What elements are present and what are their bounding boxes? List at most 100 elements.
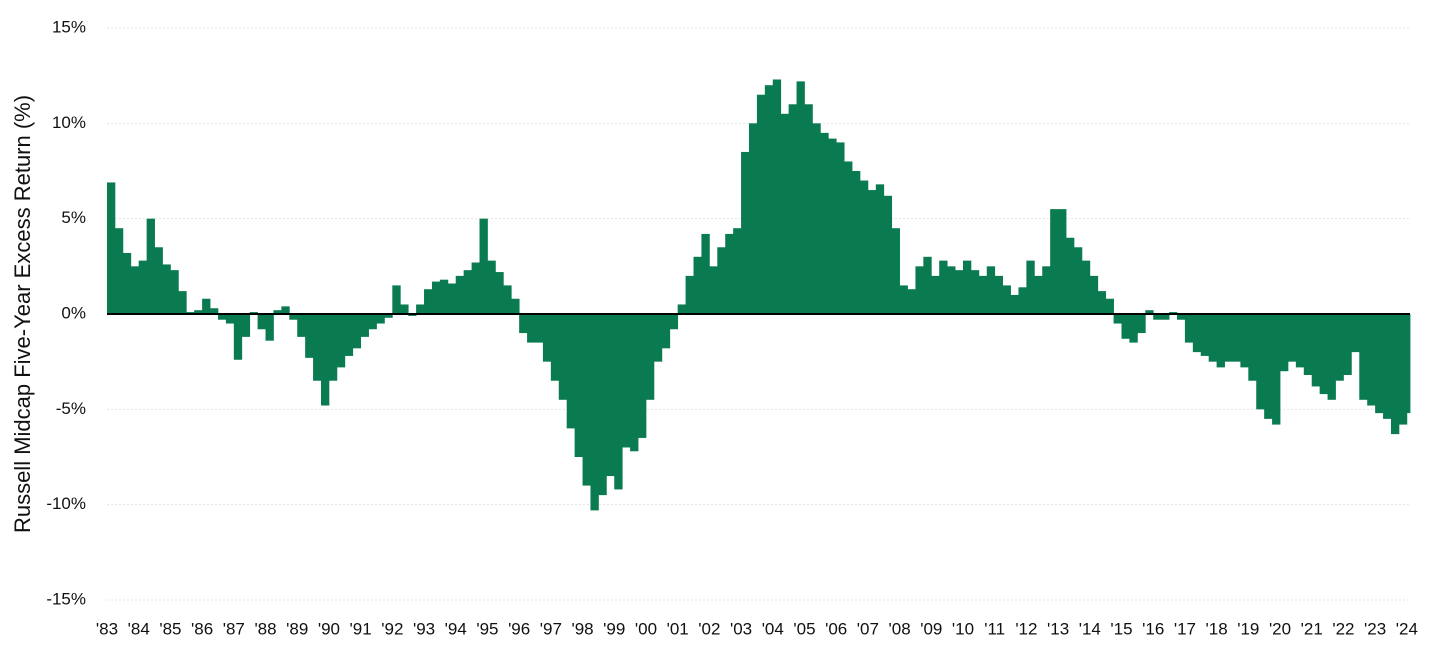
y-axis-title: Russell Midcap Five-Year Excess Return (…	[10, 95, 35, 533]
x-tick-label: '06	[825, 619, 847, 638]
x-tick-label: '87	[223, 619, 245, 638]
y-tick-label: -15%	[46, 589, 86, 608]
bar	[598, 314, 607, 496]
bar	[566, 314, 576, 429]
bar	[107, 182, 116, 314]
x-tick-label: '01	[667, 619, 689, 638]
bar	[122, 252, 132, 314]
bar	[1081, 260, 1091, 314]
bar	[344, 314, 354, 356]
bar	[574, 314, 583, 457]
bar	[947, 266, 956, 314]
x-tick-label: '08	[889, 619, 911, 638]
bar	[1311, 314, 1321, 387]
bar	[392, 285, 401, 314]
x-tick-label: '11	[984, 619, 1005, 638]
bar	[519, 314, 528, 334]
bar	[970, 270, 980, 314]
bar	[756, 94, 766, 314]
x-tick-label: '97	[540, 619, 562, 638]
bar	[661, 314, 671, 349]
bar	[178, 291, 187, 314]
bar	[455, 275, 465, 314]
bar	[217, 314, 227, 320]
bar	[384, 314, 393, 318]
bar	[859, 180, 869, 314]
bar	[328, 314, 338, 381]
y-tick-label: 10%	[52, 113, 86, 132]
bar	[923, 256, 932, 314]
bar	[1058, 209, 1067, 314]
bar	[534, 314, 544, 343]
bar	[1398, 314, 1408, 425]
bar	[542, 314, 552, 362]
x-tick-label: '19	[1237, 619, 1259, 638]
x-tick-label: '98	[571, 619, 593, 638]
bar	[495, 272, 504, 314]
bar	[764, 85, 774, 314]
bar	[741, 151, 750, 314]
bar	[820, 132, 829, 314]
bar	[1224, 314, 1233, 362]
bar	[1351, 314, 1360, 353]
x-tick-label: '93	[413, 619, 435, 638]
bar	[622, 314, 631, 448]
bar	[1216, 314, 1225, 368]
x-tick-label: '20	[1269, 619, 1291, 638]
bar	[352, 314, 362, 349]
x-tick-label: '12	[1015, 619, 1037, 638]
x-tick-label: '92	[381, 619, 403, 638]
bar	[828, 138, 837, 314]
bar	[439, 279, 449, 314]
bar	[955, 270, 964, 314]
bar	[867, 190, 877, 314]
bar	[487, 260, 496, 314]
x-tick-label: '91	[350, 619, 372, 638]
bar	[360, 314, 369, 337]
bar	[1034, 275, 1043, 314]
x-tick-label: '95	[476, 619, 498, 638]
bar	[400, 304, 409, 314]
bar	[1200, 314, 1210, 356]
bar	[527, 314, 536, 343]
x-tick-label: '99	[603, 619, 625, 638]
y-tick-label: 0%	[61, 303, 86, 322]
bar	[812, 123, 821, 314]
bar	[733, 228, 742, 314]
bar	[1406, 314, 1411, 414]
bar	[915, 266, 924, 314]
bar	[1375, 314, 1384, 414]
bar	[852, 171, 861, 314]
bar	[978, 275, 988, 314]
bar	[1161, 314, 1170, 320]
bar	[114, 228, 124, 314]
bar	[511, 298, 520, 314]
bar	[1327, 314, 1336, 400]
bar	[1002, 285, 1011, 314]
bar	[899, 285, 908, 314]
bar	[225, 314, 235, 324]
bar	[503, 285, 512, 314]
y-tick-label: -10%	[46, 494, 86, 513]
bar	[653, 314, 663, 362]
bar	[1137, 314, 1146, 334]
bar	[804, 104, 813, 315]
bar	[1010, 294, 1019, 314]
bar	[1367, 314, 1376, 406]
x-tick-label: '05	[793, 619, 815, 638]
x-tick-label: '88	[254, 619, 276, 638]
bar	[416, 304, 425, 314]
bar	[273, 310, 282, 314]
bar	[1121, 314, 1130, 339]
x-tick-label: '24	[1396, 619, 1418, 638]
bar	[210, 308, 219, 314]
bar	[1097, 291, 1107, 314]
x-tick-label: '85	[159, 619, 181, 638]
bar	[130, 266, 140, 314]
bar	[939, 260, 948, 314]
x-tick-label: '17	[1174, 619, 1196, 638]
bar	[875, 184, 885, 314]
bar	[645, 314, 655, 400]
bar	[1073, 247, 1083, 314]
